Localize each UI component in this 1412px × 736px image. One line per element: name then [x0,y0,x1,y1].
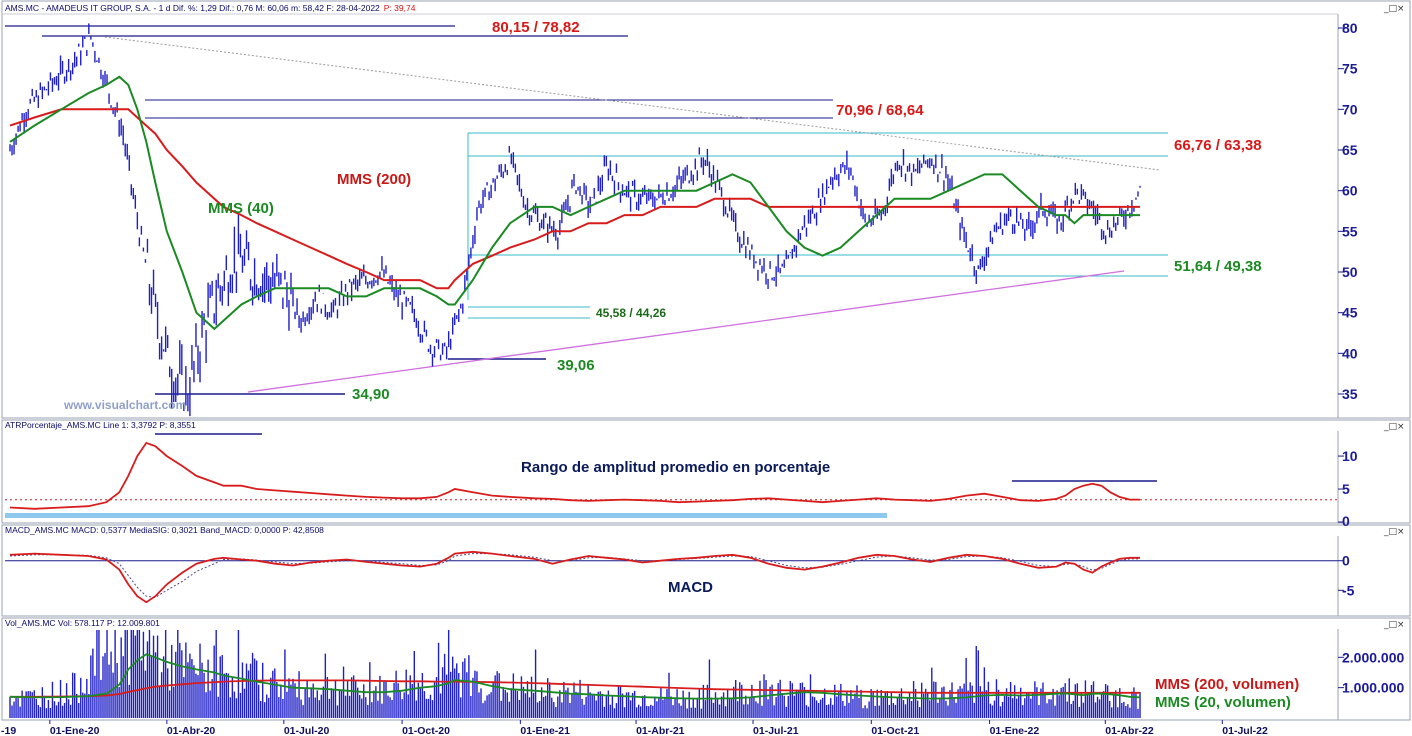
atr-y-tick-label: 5 [1342,481,1350,497]
atr-title: Rango de amplitud promedio en porcentaje [521,459,830,476]
volume-panel-header: Vol_AMS.MC Vol: 578.117 P: 12.009.801 [5,618,160,628]
panel-frames [1,0,1411,721]
resistance-trendline [104,36,1161,171]
atr-window-buttons[interactable]: _□× [1383,422,1405,432]
support-trendline [247,270,1125,393]
price-y-tick-label: 40 [1342,345,1358,361]
mms40-line [9,75,1140,331]
volume-y-tick-label: 2.000.000 [1342,649,1404,665]
macd-plot [5,550,1338,604]
macd-title: MACD [668,579,713,596]
level-label-80: 80,15 / 78,82 [492,19,580,36]
price-panel-frame [1,0,1411,419]
x-tick-label: 01-Ene-20 [50,725,100,736]
volume-y-tick-label: 1.000.000 [1342,680,1404,696]
macd-panel-header: MACD_AMS.MC MACD: 0,5377 MediaSIG: 0,302… [5,525,324,535]
vol-mms200-label: MMS (200, volumen) [1155,676,1299,693]
price-y-tick-label: 60 [1342,183,1358,199]
price-y-tick-label: 75 [1342,61,1358,77]
level-label-66: 66,76 / 63,38 [1174,137,1262,154]
mms200-label: MMS (200) [337,171,411,188]
volume-panel-frame [1,617,1411,721]
price-y-tick-label: 35 [1342,386,1358,402]
atr-band [5,513,887,518]
x-tick-label: 01-Oct-20 [402,725,450,736]
x-tick-label: 01-Ene-21 [520,725,570,736]
atr-y-tick-label: 0 [1342,513,1350,529]
price-bars [9,23,1141,417]
volume-plot [9,630,1141,718]
price-header-text: AMS.MC - AMADEUS IT GROUP, S.A. - 1 d Di… [5,3,380,13]
watermark: www.visualchart.com [63,398,186,412]
price-y-tick-label: 50 [1342,264,1358,280]
level-label-51: 51,64 / 49,38 [1174,258,1262,275]
x-tick-label: 01-Abr-21 [636,725,685,736]
price-header-p: P: 39,74 [384,3,416,13]
level-label-45: 45,58 / 44,26 [596,306,666,320]
macd-panel-frame [1,524,1411,617]
x-tick-label: 01-Abr-20 [167,725,216,736]
atr-plot [5,433,1338,518]
atr-line [9,441,1140,510]
x-tick-label: 01-Jul-22 [1222,725,1268,736]
x-tick-label: -19 [1,725,16,736]
price-y-tick-label: 70 [1342,101,1358,117]
price-annotation-lines [5,25,1168,395]
price-moving-averages [9,75,1140,331]
window-buttons: _□× _□× _□× _□× [1383,4,1405,630]
atr-y-tick-label: 10 [1342,448,1358,464]
macd-y-tick-label: 0 [1342,553,1350,569]
x-tick-label: 01-Ene-22 [990,725,1040,736]
price-window-buttons[interactable]: _□× [1383,4,1405,14]
vol-mms200-line [10,679,1140,698]
price-y-tick-label: 80 [1342,20,1358,36]
x-tick-label: 01-Jul-20 [284,725,330,736]
macd-line [9,550,1140,604]
price-y-tick-label: 55 [1342,223,1358,239]
mms200-line [9,108,1140,290]
volume-window-buttons[interactable]: _□× [1383,620,1405,630]
macd-y-tick-label: -5 [1342,582,1355,598]
mms40-label: MMS (40) [208,200,274,217]
atr-panel-header: ATRPorcentaje_AMS.MC Line 1: 3,3792 P: 8… [5,420,196,430]
price-panel-header: AMS.MC - AMADEUS IT GROUP, S.A. - 1 d Di… [5,3,416,13]
axes: 8075706560555045403510500-52.000.0001.00… [1,20,1404,736]
vol-mms20-line [9,653,1141,700]
vol-mms20-label: MMS (20, volumen) [1155,694,1291,711]
atr-panel-frame [1,419,1411,524]
price-y-tick-label: 65 [1342,142,1358,158]
x-tick-label: 01-Jul-21 [753,725,799,736]
price-y-tick-label: 45 [1342,305,1358,321]
x-tick-label: 01-Abr-22 [1105,725,1154,736]
macd-window-buttons[interactable]: _□× [1383,527,1405,537]
x-tick-label: 01-Oct-21 [871,725,919,736]
level-label-34: 34,90 [352,386,390,403]
level-label-70: 70,96 / 68,64 [836,102,924,119]
level-label-39: 39,06 [557,357,595,374]
macd-signal-line [9,553,1140,598]
